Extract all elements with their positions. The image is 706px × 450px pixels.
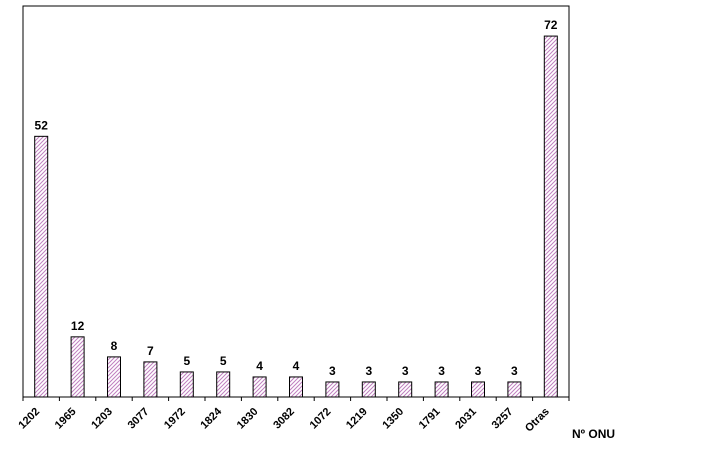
data-label-1202: 52: [35, 118, 49, 132]
x-tick-label-1972: 1972: [162, 406, 188, 432]
x-tick-label-1830: 1830: [235, 406, 261, 432]
x-axis-title: Nº ONU: [572, 427, 615, 441]
x-tick-label-1202: 1202: [16, 406, 42, 432]
bar-Otras: [543, 35, 558, 398]
data-label-1824: 5: [220, 354, 227, 368]
bar-2031: [471, 381, 485, 398]
bar-3077: [143, 361, 158, 398]
data-label-3082: 4: [293, 359, 300, 373]
bar-1219: [361, 381, 376, 398]
x-ticks-group: [22, 397, 570, 401]
data-label-3077: 7: [147, 344, 154, 358]
data-label-1791: 3: [438, 364, 445, 378]
x-tick-label-3082: 3082: [271, 406, 297, 432]
data-label-1219: 3: [365, 364, 372, 378]
x-tick-label-3257: 3257: [490, 406, 516, 432]
bar-1791: [434, 381, 449, 398]
x-tick-label-1350: 1350: [380, 406, 406, 432]
bars-group: [34, 35, 558, 398]
x-tick-label-1965: 1965: [53, 406, 79, 432]
bar-1072: [325, 381, 340, 398]
data-label-1965: 12: [71, 319, 85, 333]
data-label-1830: 4: [256, 359, 263, 373]
x-tick-label-3077: 3077: [126, 406, 152, 432]
bar-1972: [179, 371, 194, 398]
bar-3082: [289, 376, 303, 398]
bar-1965: [70, 336, 85, 398]
data-label-1972: 5: [183, 354, 190, 368]
bar-1203: [107, 356, 121, 398]
bar-1202: [34, 135, 49, 398]
x-tick-label-1791: 1791: [417, 406, 443, 432]
data-labels-group: 52 12 8 7 5 5 4 4 3 3 3 3 3 3 72: [35, 18, 558, 378]
bar-1350: [398, 381, 413, 398]
data-label-2031: 3: [475, 364, 482, 378]
data-label-3257: 3: [511, 364, 518, 378]
x-tick-labels-group: 1202 1965 1203 3077 1972 1824 1830 3082 1072 1219…: [16, 405, 551, 434]
x-tick-label-1072: 1072: [308, 406, 334, 432]
data-label-1203: 8: [111, 339, 118, 353]
data-label-1350: 3: [402, 364, 409, 378]
bar-3257: [507, 381, 522, 398]
x-tick-label-2031: 2031: [453, 406, 479, 432]
x-tick-label-1824: 1824: [198, 405, 224, 431]
bar-1830: [252, 376, 267, 398]
plot-area-frame: [22, 5, 570, 398]
data-label-1072: 3: [329, 364, 336, 378]
x-tick-label-Otras: Otras: [523, 406, 552, 435]
data-label-Otras: 72: [544, 18, 558, 32]
x-tick-label-1219: 1219: [344, 406, 370, 432]
bar-1824: [216, 371, 231, 398]
x-tick-label-1203: 1203: [89, 406, 115, 432]
